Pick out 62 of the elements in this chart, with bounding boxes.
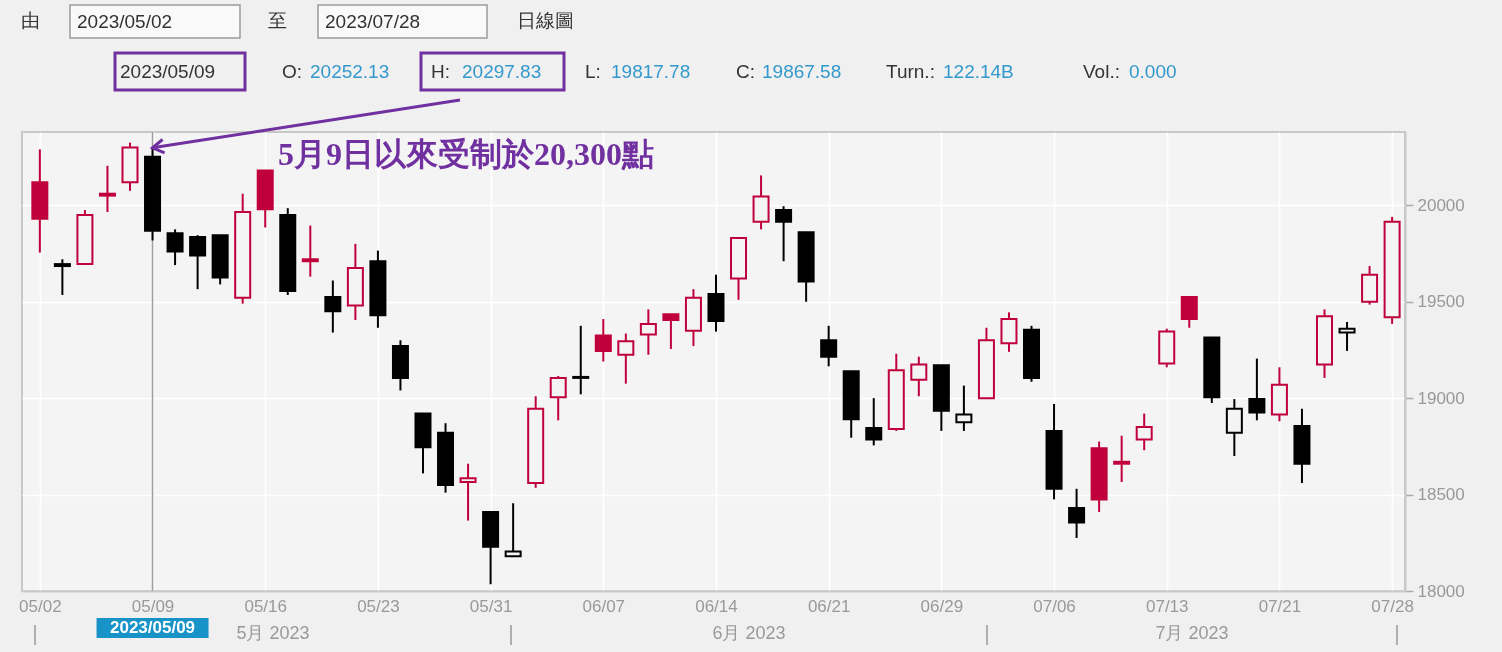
x-tick-label: 07/28 [1371,596,1414,616]
candlestick [1338,320,1356,352]
y-tick-label: 19500 [1417,292,1465,312]
candlestick [572,324,590,396]
candlestick [662,313,680,350]
candlestick [865,397,883,447]
x-tick-label: 07/13 [1145,596,1189,616]
text: 日線圖 [517,10,574,31]
text: 由 [21,10,40,31]
text: 6月 2023 [712,623,786,643]
candlestick [1248,357,1266,422]
x-tick-label: 06/14 [695,596,738,616]
y-tick-label: 18500 [1417,485,1465,505]
candlestick [53,258,71,296]
candlestick [820,324,838,368]
text: 至 [268,10,287,31]
text: 2023/05/09 [120,61,216,82]
candlestick [1180,295,1198,329]
candlestick [166,228,184,267]
text: O: [282,61,303,82]
text: 5月 2023 [236,623,310,643]
text: 2023/05/02 [77,11,173,32]
candlestick [189,234,207,291]
x-tick-label: 05/09 [131,596,175,616]
text: 20297.83 [462,61,542,82]
text: 0.000 [1129,61,1177,82]
x-tick-label: 06/07 [582,596,626,616]
annotation: 5月9日以來受制於20,300點 [278,136,654,172]
x-tick-label: 05/02 [19,596,62,616]
y-tick-label: 18000 [1417,581,1465,601]
text: 20252.13 [310,61,390,82]
candlestick [910,355,928,398]
x-tick-label: 05/31 [469,596,513,616]
x-tick-label: 07/06 [1033,596,1076,616]
candlestick [1135,412,1153,452]
text: 19867.58 [762,61,842,82]
text: 7月 2023 [1155,623,1229,643]
text: Turn.: [886,61,935,82]
x-tick-label: 05/23 [357,596,400,616]
x-tick-label: 06/29 [920,596,964,616]
text: C: [736,61,755,82]
x-tick-label: 05/16 [244,596,287,616]
text: 2023/07/28 [325,11,421,32]
text: Vol.: [1083,61,1120,82]
candlestick [775,205,793,263]
text: 19817.78 [611,61,691,82]
candlestick [617,332,635,385]
candlestick [504,502,522,558]
candlestick [639,308,657,356]
candlestick [1068,487,1086,539]
y-tick-label: 19000 [1417,388,1465,408]
y-tick-label: 20000 [1417,195,1465,215]
text: H: [431,61,450,82]
candlestick [594,318,612,363]
ref-line-label: 2023/05/09 [109,618,196,637]
text: L: [585,61,601,82]
candlestick [301,224,319,278]
candlestick [324,279,342,334]
candlestick [1113,434,1131,484]
text: 122.14B [943,61,1014,82]
x-tick-label: 06/21 [807,596,851,616]
x-tick-label: 07/21 [1258,596,1302,616]
